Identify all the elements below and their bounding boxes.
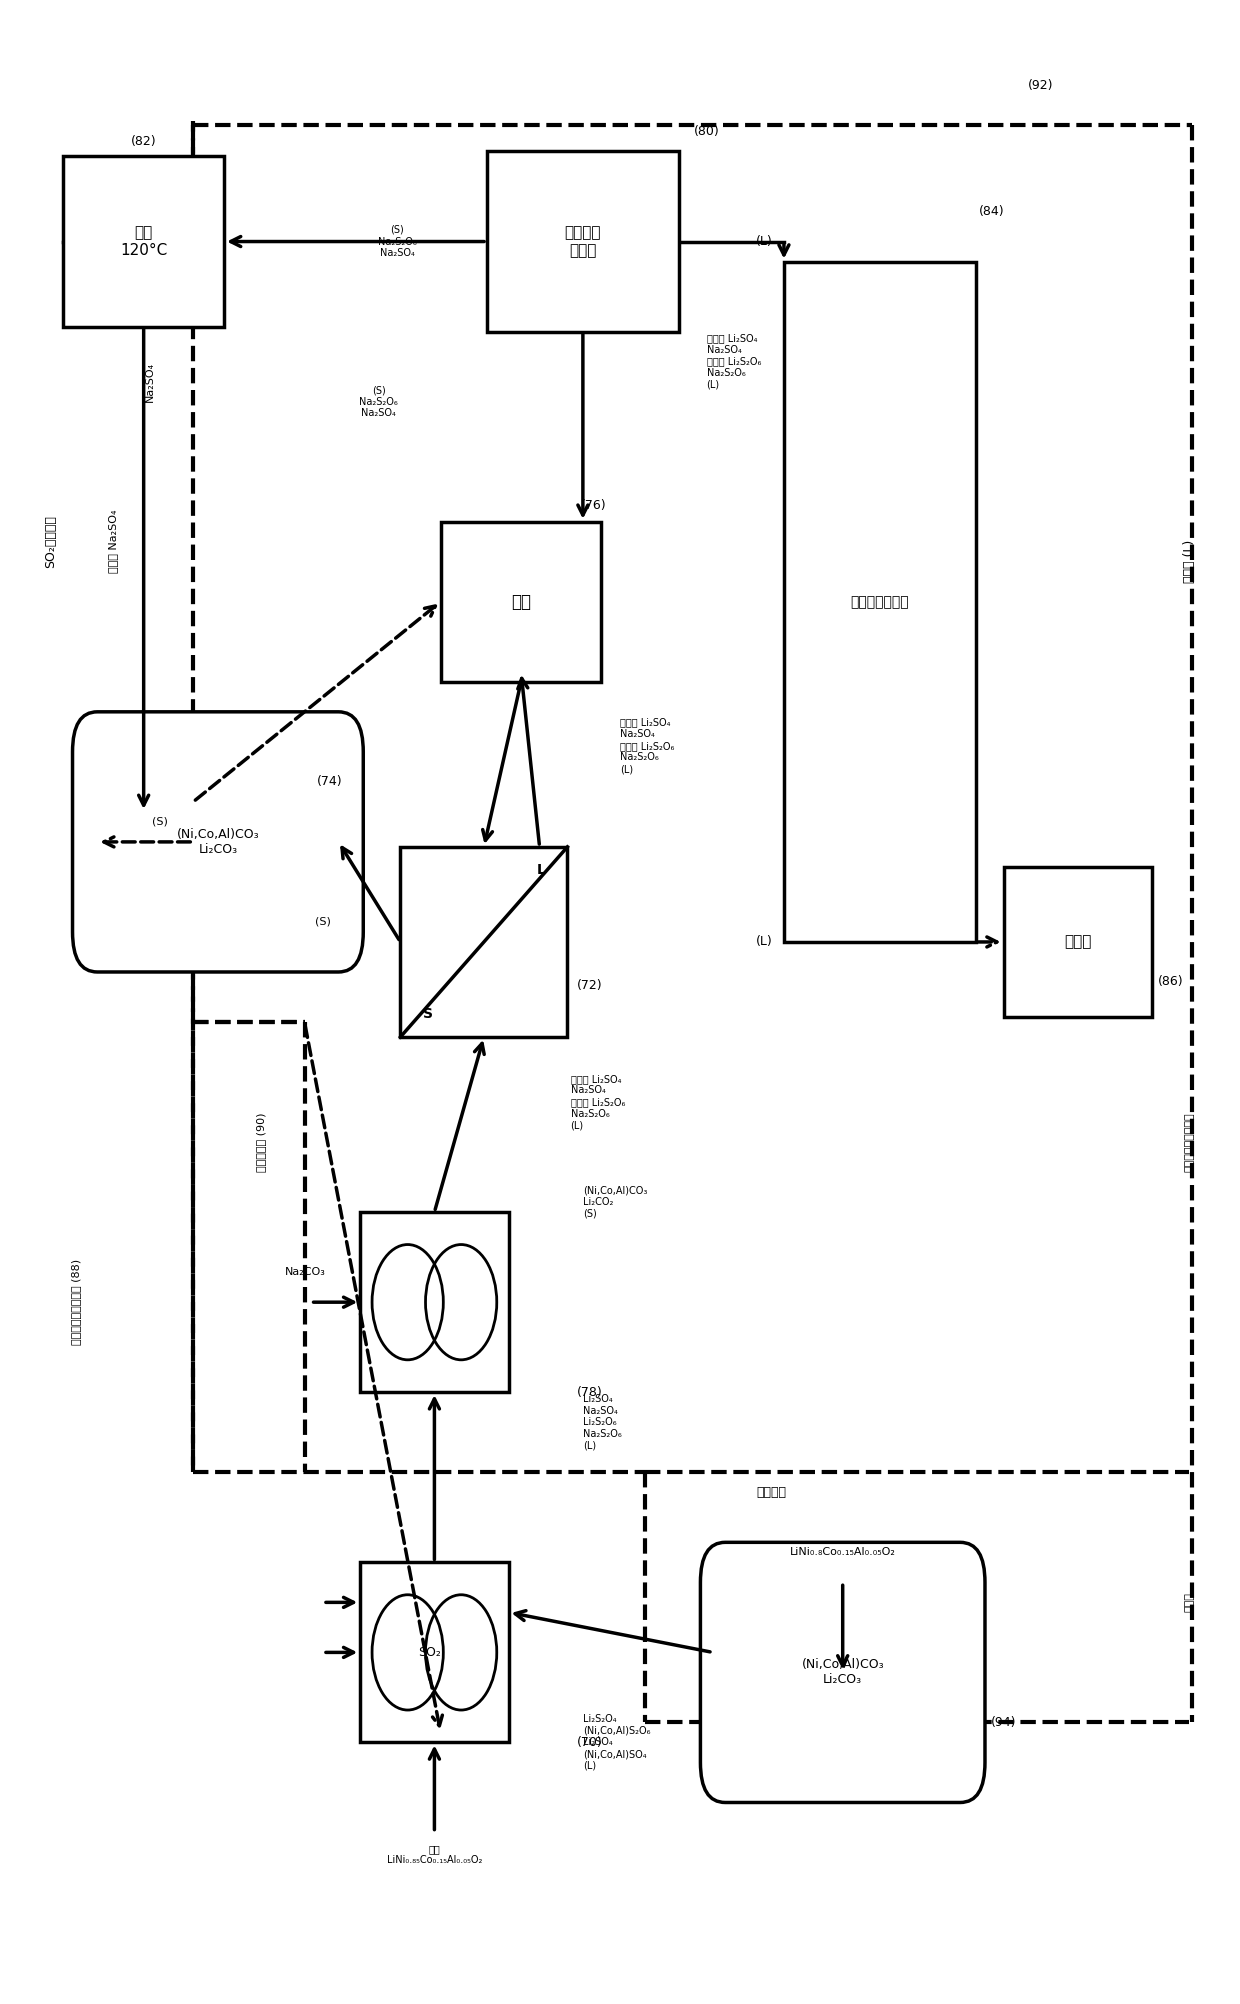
Text: 高纯度 Na₂SO₄: 高纯度 Na₂SO₄ [108, 509, 118, 573]
Text: (Ni,Co,Al)CO₃
Li₂CO₃: (Ni,Co,Al)CO₃ Li₂CO₃ [801, 1659, 884, 1687]
Text: 水和锂回收回路: 水和锂回收回路 [851, 595, 909, 609]
Bar [440, 521, 601, 681]
Text: (94): (94) [991, 1715, 1017, 1729]
Bar [1003, 868, 1152, 1016]
Text: S: S [423, 1008, 433, 1020]
Text: 废的清洗水 (90): 废的清洗水 (90) [257, 1112, 267, 1172]
Text: Na₂SO₄: Na₂SO₄ [145, 361, 155, 401]
Text: 加热
120°C: 加热 120°C [120, 224, 167, 259]
Bar [784, 263, 976, 942]
Text: 浓缩物 (L): 浓缩物 (L) [1183, 541, 1195, 583]
Bar [487, 152, 678, 331]
Text: (86): (86) [1158, 976, 1184, 988]
Text: 任选的: 任选的 [1184, 1593, 1194, 1613]
Text: (84): (84) [978, 204, 1004, 218]
Text: 废的
LiNi₀.₈₅Co₀.₁₅Al₀.₀₅O₂: 废的 LiNi₀.₈₅Co₀.₁₅Al₀.₀₅O₂ [387, 1844, 482, 1866]
Text: 电池材料: 电池材料 [756, 1485, 786, 1499]
Text: (S)
Na₂S₂O₆
Na₂SO₄: (S) Na₂S₂O₆ Na₂SO₄ [378, 224, 417, 259]
Text: 剩余的 Li₂SO₄
Na₂SO₄
剩余的 Li₂S₂O₆
Na₂S₂O₆
(L): 剩余的 Li₂SO₄ Na₂SO₄ 剩余的 Li₂S₂O₆ Na₂S₂O₆ (L… [707, 333, 761, 391]
Text: 离心机或
过滤器: 离心机或 过滤器 [564, 224, 601, 259]
Text: 剩余的 Li₂SO₄
Na₂SO₄
剩余的 Li₂S₂O₆
Na₂S₂O₆
(L): 剩余的 Li₂SO₄ Na₂SO₄ 剩余的 Li₂S₂O₆ Na₂S₂O₆ (L… [570, 1074, 625, 1130]
Bar [360, 1563, 508, 1741]
Text: (78): (78) [577, 1385, 603, 1399]
Text: (Ni,Co,Al)CO₃
Li₂CO₃: (Ni,Co,Al)CO₃ Li₂CO₃ [176, 828, 259, 856]
Text: (82): (82) [131, 134, 156, 148]
Text: 再循环的水用于清洗 (88): 再循环的水用于清洗 (88) [71, 1259, 81, 1345]
Text: (72): (72) [577, 980, 603, 992]
Text: 结晶: 结晶 [511, 593, 531, 611]
Text: (S): (S) [151, 818, 167, 828]
Text: LiNi₀.₈Co₀.₁₅Al₀.₀₅O₂: LiNi₀.₈Co₀.₁₅Al₀.₀₅O₂ [790, 1547, 895, 1557]
Text: (80): (80) [694, 124, 720, 138]
Text: (70): (70) [577, 1735, 603, 1749]
Text: (L): (L) [756, 936, 773, 948]
Text: (Ni,Co,Al)CO₃
Li₂CO₂
(S): (Ni,Co,Al)CO₃ Li₂CO₂ (S) [583, 1186, 647, 1218]
Bar [63, 156, 224, 327]
Text: (S): (S) [315, 918, 331, 928]
Text: Li₂S₂O₄
(Ni,Co,Al)S₂O₆
Li₂SO₄
(Ni,Co,Al)SO₄
(L): Li₂S₂O₄ (Ni,Co,Al)S₂O₆ Li₂SO₄ (Ni,Co,Al)… [583, 1713, 651, 1772]
Text: Na₂CO₃: Na₂CO₃ [285, 1267, 326, 1277]
Text: (74): (74) [317, 776, 342, 788]
Text: (S)
Na₂S₂O₆
Na₂SO₄: (S) Na₂S₂O₆ Na₂SO₄ [360, 385, 398, 419]
Text: 纳滤器: 纳滤器 [1064, 934, 1091, 950]
Bar [360, 1212, 508, 1393]
Text: L: L [536, 864, 546, 878]
Text: SO₂回到浸提: SO₂回到浸提 [45, 515, 57, 569]
Text: (92): (92) [1028, 78, 1054, 92]
Text: (76): (76) [580, 499, 606, 513]
FancyBboxPatch shape [72, 711, 363, 972]
FancyBboxPatch shape [701, 1543, 985, 1802]
Bar [401, 848, 568, 1036]
Text: 再循环的水用于清洗: 再循环的水用于清洗 [1184, 1112, 1194, 1172]
Text: SO₂: SO₂ [418, 1645, 440, 1659]
Text: Li₂SO₄
Na₂SO₄
Li₂S₂O₆
Na₂S₂O₆
(L): Li₂SO₄ Na₂SO₄ Li₂S₂O₆ Na₂S₂O₆ (L) [583, 1395, 621, 1451]
Text: (L): (L) [756, 234, 773, 248]
Text: 剩余的 Li₂SO₄
Na₂SO₄
剩余的 Li₂S₂O₆
Na₂S₂O₆
(L): 剩余的 Li₂SO₄ Na₂SO₄ 剩余的 Li₂S₂O₆ Na₂S₂O₆ (L… [620, 717, 675, 774]
